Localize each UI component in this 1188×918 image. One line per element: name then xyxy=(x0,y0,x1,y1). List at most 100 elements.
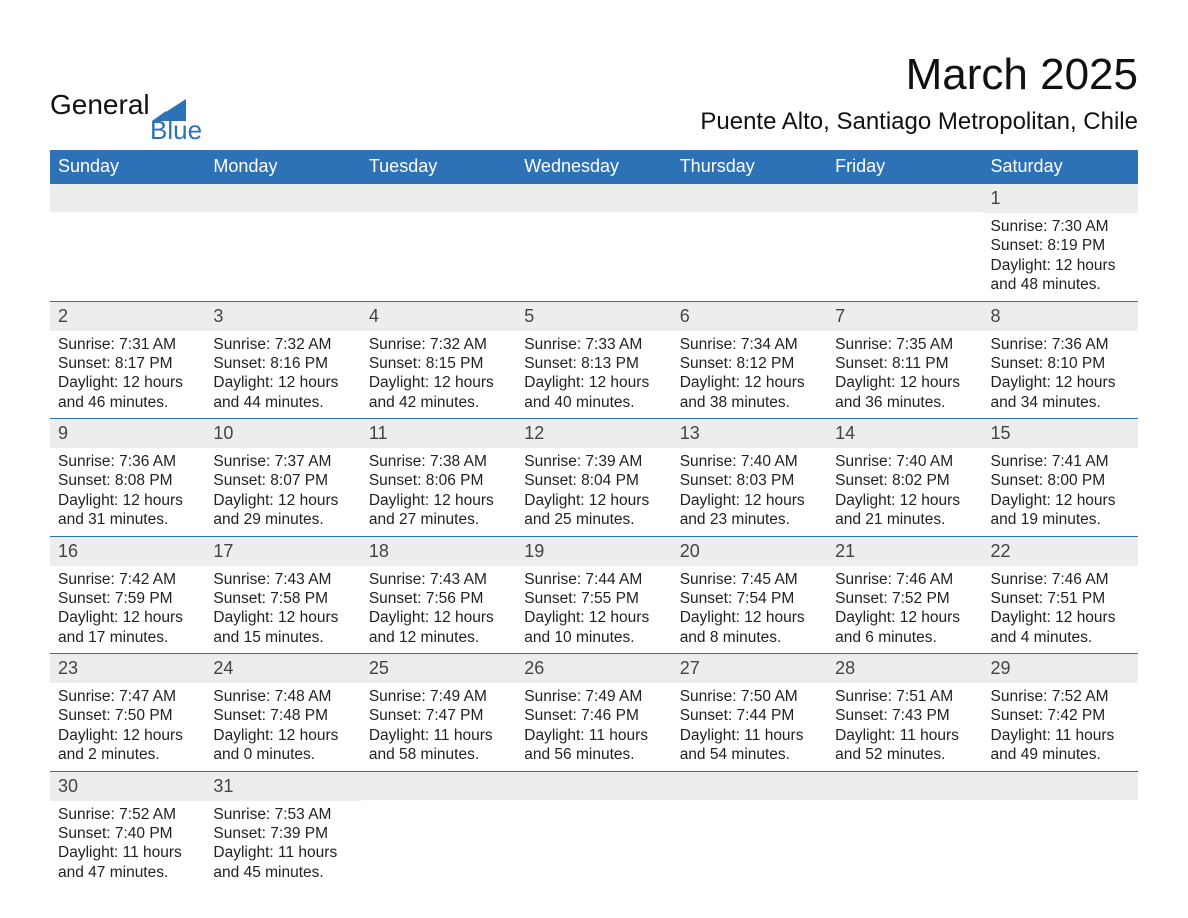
day-number xyxy=(205,184,360,212)
day-number: 18 xyxy=(361,537,516,566)
day-details xyxy=(361,800,516,876)
header: General Blue March 2025 Puente Alto, San… xyxy=(50,50,1138,146)
day-details: Sunrise: 7:35 AMSunset: 8:11 PMDaylight:… xyxy=(827,331,982,419)
page-subtitle: Puente Alto, Santiago Metropolitan, Chil… xyxy=(700,108,1138,136)
day-details: Sunrise: 7:39 AMSunset: 8:04 PMDaylight:… xyxy=(516,448,671,536)
calendar-cell: 12Sunrise: 7:39 AMSunset: 8:04 PMDayligh… xyxy=(516,419,671,537)
day-number: 13 xyxy=(672,419,827,448)
day-number: 29 xyxy=(983,654,1138,683)
day-number: 6 xyxy=(672,302,827,331)
day-details: Sunrise: 7:51 AMSunset: 7:43 PMDaylight:… xyxy=(827,683,982,771)
calendar-cell: 28Sunrise: 7:51 AMSunset: 7:43 PMDayligh… xyxy=(827,654,982,772)
day-details: Sunrise: 7:48 AMSunset: 7:48 PMDaylight:… xyxy=(205,683,360,771)
day-details: Sunrise: 7:53 AMSunset: 7:39 PMDaylight:… xyxy=(205,801,360,889)
calendar-cell: 7Sunrise: 7:35 AMSunset: 8:11 PMDaylight… xyxy=(827,301,982,419)
calendar-cell xyxy=(827,771,982,888)
calendar-cell: 10Sunrise: 7:37 AMSunset: 8:07 PMDayligh… xyxy=(205,419,360,537)
day-number: 17 xyxy=(205,537,360,566)
calendar-week-row: 9Sunrise: 7:36 AMSunset: 8:08 PMDaylight… xyxy=(50,419,1138,537)
day-number: 28 xyxy=(827,654,982,683)
calendar-week-row: 23Sunrise: 7:47 AMSunset: 7:50 PMDayligh… xyxy=(50,654,1138,772)
day-details: Sunrise: 7:49 AMSunset: 7:46 PMDaylight:… xyxy=(516,683,671,771)
calendar-cell: 1Sunrise: 7:30 AMSunset: 8:19 PMDaylight… xyxy=(983,184,1138,302)
page-title: March 2025 xyxy=(700,50,1138,100)
calendar-cell: 22Sunrise: 7:46 AMSunset: 7:51 PMDayligh… xyxy=(983,536,1138,654)
day-number: 10 xyxy=(205,419,360,448)
day-details xyxy=(516,212,671,288)
calendar-cell: 29Sunrise: 7:52 AMSunset: 7:42 PMDayligh… xyxy=(983,654,1138,772)
calendar-cell: 17Sunrise: 7:43 AMSunset: 7:58 PMDayligh… xyxy=(205,536,360,654)
day-details: Sunrise: 7:46 AMSunset: 7:51 PMDaylight:… xyxy=(983,566,1138,654)
calendar-cell: 18Sunrise: 7:43 AMSunset: 7:56 PMDayligh… xyxy=(361,536,516,654)
day-number xyxy=(361,772,516,800)
day-details: Sunrise: 7:49 AMSunset: 7:47 PMDaylight:… xyxy=(361,683,516,771)
calendar-cell: 21Sunrise: 7:46 AMSunset: 7:52 PMDayligh… xyxy=(827,536,982,654)
day-number: 5 xyxy=(516,302,671,331)
day-number: 12 xyxy=(516,419,671,448)
day-details: Sunrise: 7:52 AMSunset: 7:40 PMDaylight:… xyxy=(50,801,205,889)
day-number xyxy=(672,184,827,212)
calendar-cell: 11Sunrise: 7:38 AMSunset: 8:06 PMDayligh… xyxy=(361,419,516,537)
day-number: 22 xyxy=(983,537,1138,566)
calendar-cell: 25Sunrise: 7:49 AMSunset: 7:47 PMDayligh… xyxy=(361,654,516,772)
day-number: 31 xyxy=(205,772,360,801)
calendar-cell: 13Sunrise: 7:40 AMSunset: 8:03 PMDayligh… xyxy=(672,419,827,537)
day-details xyxy=(672,212,827,288)
calendar-cell: 26Sunrise: 7:49 AMSunset: 7:46 PMDayligh… xyxy=(516,654,671,772)
day-details: Sunrise: 7:32 AMSunset: 8:16 PMDaylight:… xyxy=(205,331,360,419)
day-details: Sunrise: 7:40 AMSunset: 8:03 PMDaylight:… xyxy=(672,448,827,536)
day-details xyxy=(827,212,982,288)
brand-word2: Blue xyxy=(150,115,202,146)
day-details: Sunrise: 7:33 AMSunset: 8:13 PMDaylight:… xyxy=(516,331,671,419)
day-number xyxy=(50,184,205,212)
calendar-cell: 24Sunrise: 7:48 AMSunset: 7:48 PMDayligh… xyxy=(205,654,360,772)
calendar-cell xyxy=(361,771,516,888)
day-number xyxy=(827,772,982,800)
calendar-cell: 4Sunrise: 7:32 AMSunset: 8:15 PMDaylight… xyxy=(361,301,516,419)
col-monday: Monday xyxy=(205,150,360,184)
col-sunday: Sunday xyxy=(50,150,205,184)
day-number: 20 xyxy=(672,537,827,566)
day-number: 1 xyxy=(983,184,1138,213)
calendar-cell: 6Sunrise: 7:34 AMSunset: 8:12 PMDaylight… xyxy=(672,301,827,419)
day-number xyxy=(672,772,827,800)
day-number: 3 xyxy=(205,302,360,331)
day-details: Sunrise: 7:42 AMSunset: 7:59 PMDaylight:… xyxy=(50,566,205,654)
day-number: 16 xyxy=(50,537,205,566)
day-number: 4 xyxy=(361,302,516,331)
calendar-cell xyxy=(205,184,360,302)
day-number: 15 xyxy=(983,419,1138,448)
day-details: Sunrise: 7:50 AMSunset: 7:44 PMDaylight:… xyxy=(672,683,827,771)
calendar-cell: 3Sunrise: 7:32 AMSunset: 8:16 PMDaylight… xyxy=(205,301,360,419)
calendar-cell xyxy=(516,184,671,302)
calendar-cell xyxy=(983,771,1138,888)
day-details xyxy=(516,800,671,876)
calendar-cell: 23Sunrise: 7:47 AMSunset: 7:50 PMDayligh… xyxy=(50,654,205,772)
day-details xyxy=(50,212,205,288)
col-thursday: Thursday xyxy=(672,150,827,184)
day-details: Sunrise: 7:34 AMSunset: 8:12 PMDaylight:… xyxy=(672,331,827,419)
day-details: Sunrise: 7:36 AMSunset: 8:10 PMDaylight:… xyxy=(983,331,1138,419)
calendar-cell: 30Sunrise: 7:52 AMSunset: 7:40 PMDayligh… xyxy=(50,771,205,888)
calendar-week-row: 16Sunrise: 7:42 AMSunset: 7:59 PMDayligh… xyxy=(50,536,1138,654)
calendar-cell: 16Sunrise: 7:42 AMSunset: 7:59 PMDayligh… xyxy=(50,536,205,654)
calendar-cell: 5Sunrise: 7:33 AMSunset: 8:13 PMDaylight… xyxy=(516,301,671,419)
calendar-cell xyxy=(672,184,827,302)
day-number xyxy=(827,184,982,212)
calendar-table: Sunday Monday Tuesday Wednesday Thursday… xyxy=(50,150,1138,888)
day-details: Sunrise: 7:47 AMSunset: 7:50 PMDaylight:… xyxy=(50,683,205,771)
day-number: 9 xyxy=(50,419,205,448)
calendar-cell: 20Sunrise: 7:45 AMSunset: 7:54 PMDayligh… xyxy=(672,536,827,654)
day-number: 24 xyxy=(205,654,360,683)
day-details: Sunrise: 7:32 AMSunset: 8:15 PMDaylight:… xyxy=(361,331,516,419)
col-saturday: Saturday xyxy=(983,150,1138,184)
calendar-cell: 2Sunrise: 7:31 AMSunset: 8:17 PMDaylight… xyxy=(50,301,205,419)
day-number: 30 xyxy=(50,772,205,801)
brand-word1: General xyxy=(50,89,150,121)
day-number: 7 xyxy=(827,302,982,331)
day-number: 2 xyxy=(50,302,205,331)
day-details: Sunrise: 7:40 AMSunset: 8:02 PMDaylight:… xyxy=(827,448,982,536)
day-details: Sunrise: 7:43 AMSunset: 7:58 PMDaylight:… xyxy=(205,566,360,654)
day-details: Sunrise: 7:37 AMSunset: 8:07 PMDaylight:… xyxy=(205,448,360,536)
calendar-cell xyxy=(672,771,827,888)
